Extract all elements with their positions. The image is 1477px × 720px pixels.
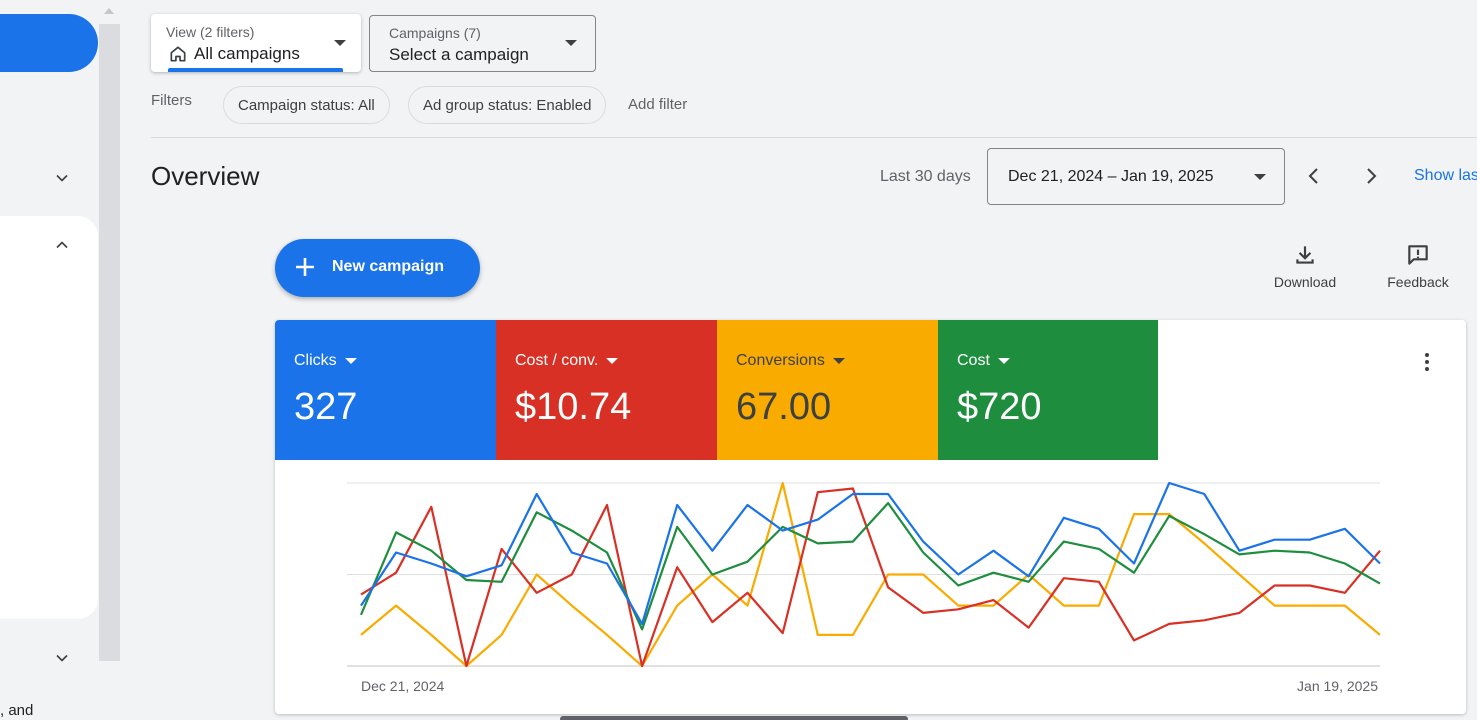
metric-value: $10.74 bbox=[515, 386, 632, 428]
plus-icon bbox=[296, 258, 314, 276]
download-button[interactable]: Download bbox=[1265, 240, 1345, 290]
filter-chip-ad-group-status[interactable]: Ad group status: Enabled bbox=[408, 86, 607, 124]
feedback-button[interactable]: Feedback bbox=[1378, 240, 1458, 290]
filter-chip-campaign-status[interactable]: Campaign status: All bbox=[223, 86, 390, 124]
series-line-cost-conv- bbox=[360, 487, 1381, 668]
dropdown-arrow-icon bbox=[606, 358, 619, 364]
nav-footer-text: , and bbox=[0, 702, 34, 719]
view-selector-value: All campaigns bbox=[194, 44, 300, 63]
x-tick-end: Jan 19, 2025 bbox=[1297, 678, 1378, 694]
metric-label: Clicks bbox=[294, 352, 337, 369]
series-line-clicks bbox=[360, 481, 1381, 625]
performance-chart-card: Clicks 327 Cost / conv. $10.74 Conversio… bbox=[275, 320, 1466, 714]
new-campaign-label: New campaign bbox=[332, 258, 445, 275]
scroll-up-arrow-icon[interactable] bbox=[104, 8, 114, 14]
previous-period-button[interactable] bbox=[1301, 163, 1327, 189]
feedback-label: Feedback bbox=[1387, 274, 1449, 290]
more-options-icon[interactable] bbox=[1417, 348, 1437, 376]
metric-value: 327 bbox=[294, 386, 358, 428]
horizontal-scrollbar[interactable] bbox=[560, 716, 908, 720]
nav-expanded-section bbox=[0, 216, 98, 619]
date-range-picker[interactable]: Dec 21, 2024 – Jan 19, 2025 bbox=[987, 148, 1285, 205]
dropdown-arrow-icon bbox=[334, 40, 346, 46]
chart-series bbox=[359, 481, 1381, 668]
left-nav: , and bbox=[0, 0, 100, 720]
download-label: Download bbox=[1273, 274, 1337, 290]
metric-label: Conversions bbox=[736, 352, 825, 369]
line-chart: Dec 21, 2024 Jan 19, 2025 bbox=[347, 481, 1381, 694]
view-selector[interactable]: View (2 filters) All campaigns bbox=[151, 14, 361, 72]
series-line-cost bbox=[359, 501, 1381, 631]
feedback-icon bbox=[1408, 245, 1428, 265]
filters-label: Filters bbox=[151, 92, 192, 109]
date-range-value: Dec 21, 2024 – Jan 19, 2025 bbox=[1008, 168, 1214, 185]
chart-grid bbox=[347, 482, 1380, 667]
scrollbar[interactable] bbox=[99, 24, 120, 661]
page-title: Overview bbox=[151, 161, 260, 191]
x-tick-start: Dec 21, 2024 bbox=[361, 678, 444, 694]
chevron-left-icon bbox=[1308, 168, 1318, 184]
next-period-button[interactable] bbox=[1358, 163, 1384, 189]
campaign-selector-label: Campaigns (7) bbox=[389, 25, 481, 41]
metric-tile-cost-per-conv[interactable]: Cost / conv. $10.74 bbox=[496, 320, 717, 460]
active-indicator bbox=[168, 68, 343, 72]
campaign-selector[interactable]: Campaigns (7) Select a campaign bbox=[369, 15, 596, 72]
metric-value: 67.00 bbox=[736, 386, 832, 428]
chevron-down-icon[interactable] bbox=[51, 647, 73, 669]
metric-tile-cost[interactable]: Cost $720 bbox=[938, 320, 1158, 460]
new-campaign-button[interactable]: New campaign bbox=[275, 239, 480, 297]
metric-label: Cost bbox=[957, 352, 990, 369]
metric-tile-conversions[interactable]: Conversions 67.00 bbox=[717, 320, 938, 460]
metric-label: Cost / conv. bbox=[515, 352, 599, 369]
add-filter-button[interactable]: Add filter bbox=[628, 96, 688, 113]
dropdown-arrow-icon bbox=[997, 358, 1010, 364]
date-range-label: Last 30 days bbox=[880, 168, 971, 185]
nav-active-item[interactable] bbox=[0, 14, 98, 72]
dropdown-arrow-icon bbox=[565, 40, 577, 46]
chevron-down-icon[interactable] bbox=[51, 167, 73, 189]
home-icon bbox=[170, 46, 186, 62]
divider bbox=[151, 137, 1477, 138]
dropdown-arrow-icon bbox=[1254, 174, 1266, 180]
metric-tile-clicks[interactable]: Clicks 327 bbox=[275, 320, 496, 460]
campaign-selector-value: Select a campaign bbox=[389, 45, 529, 64]
dropdown-arrow-icon bbox=[344, 358, 357, 364]
show-last-link[interactable]: Show las bbox=[1414, 167, 1477, 184]
dropdown-arrow-icon bbox=[832, 358, 845, 364]
download-icon bbox=[1296, 246, 1314, 264]
chevron-right-icon bbox=[1367, 168, 1377, 184]
metric-value: $720 bbox=[957, 386, 1042, 428]
view-selector-label: View (2 filters) bbox=[166, 24, 255, 40]
chevron-up-icon[interactable] bbox=[51, 234, 73, 256]
